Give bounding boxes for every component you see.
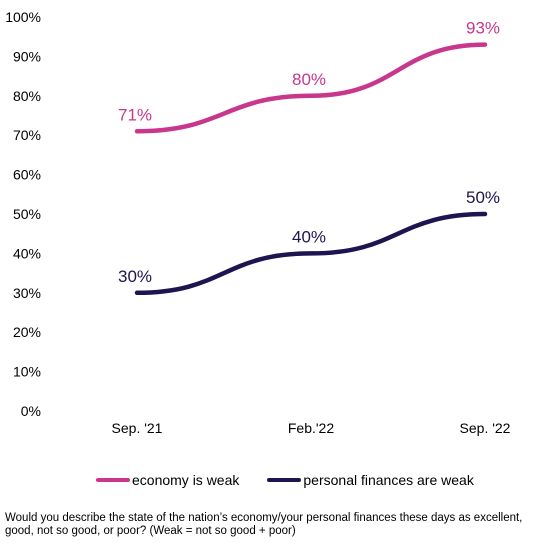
legend-label-economy: economy is weak <box>132 472 240 488</box>
legend-item-finances: personal finances are weak <box>267 472 474 488</box>
legend-swatch-finances <box>267 478 302 482</box>
series-line-finances <box>134 211 488 296</box>
y-tick-label: 40% <box>13 245 41 261</box>
x-tick-label: Feb.'22 <box>288 420 334 436</box>
data-label: 40% <box>292 227 326 246</box>
data-label: 50% <box>466 188 500 207</box>
legend-label-finances: personal finances are weak <box>303 472 474 488</box>
footnote: Would you describe the state of the nati… <box>5 512 523 537</box>
y-tick-label: 30% <box>13 285 41 301</box>
legend-item-economy: economy is weak <box>96 472 239 488</box>
series-layer: 71% 80% 93% 30% 40% 50% <box>118 19 500 296</box>
y-tick-label: 70% <box>13 127 41 143</box>
y-axis: 0% 10% 20% 30% 40% 50% 60% 70% 80% 90% 100% <box>5 9 41 419</box>
x-tick-label: Sep. '21 <box>112 420 163 436</box>
data-label: 71% <box>118 105 152 124</box>
y-tick-label: 80% <box>13 88 41 104</box>
y-tick-label: 60% <box>13 167 41 183</box>
data-label: 80% <box>292 70 326 89</box>
x-tick-label: Sep. '22 <box>460 420 511 436</box>
legend: economy is weak personal finances are we… <box>96 472 474 488</box>
y-tick-label: 20% <box>13 324 41 340</box>
y-tick-label: 10% <box>13 364 41 380</box>
data-label: 30% <box>118 267 152 286</box>
y-tick-label: 0% <box>21 403 41 419</box>
data-label: 93% <box>466 19 500 38</box>
y-tick-label: 50% <box>13 206 41 222</box>
legend-swatch-economy <box>96 478 130 482</box>
y-tick-label: 100% <box>5 9 41 25</box>
x-axis: Sep. '21 Feb.'22 Sep. '22 <box>112 420 511 436</box>
y-tick-label: 90% <box>13 48 41 64</box>
series-line-economy <box>134 42 488 134</box>
